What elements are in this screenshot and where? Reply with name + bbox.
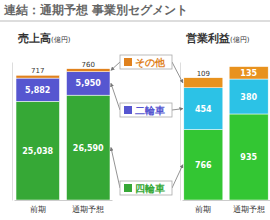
bar (184, 78, 223, 88)
legend-box (120, 103, 172, 117)
legend-label: 四輪車 (135, 183, 165, 194)
legend-swatch (124, 58, 132, 66)
legend-label: 二輪車 (135, 105, 165, 116)
legend-box (120, 181, 172, 195)
data-label: 135 (240, 69, 257, 78)
bar (184, 88, 223, 130)
data-label: 380 (240, 93, 257, 102)
bar (184, 130, 223, 200)
chart-unit: (億円) (51, 36, 71, 44)
bar (16, 78, 59, 101)
data-label: 109 (197, 70, 210, 78)
legend-arrow (172, 165, 183, 188)
legend-arrow (111, 148, 120, 188)
bar (67, 72, 110, 95)
bar (16, 75, 59, 78)
data-label: 454 (195, 105, 212, 114)
x-axis: 前期 通期予想 (183, 200, 270, 214)
x-tick-label: 通期予想 (72, 205, 104, 214)
data-label: 25,038 (22, 147, 53, 156)
x-tick: 通期予想 (72, 200, 104, 214)
bar (229, 79, 268, 114)
data-label: 935 (240, 153, 257, 162)
x-tick-label: 前期 (195, 205, 211, 214)
y-axis-line (180, 63, 181, 201)
legend-arrow (111, 83, 120, 110)
data-label: 5,882 (25, 86, 50, 95)
legend-box (120, 55, 172, 69)
title-rule (0, 21, 270, 22)
chart-root: 連結：通期予想 事業別セグメント売上高(億円)前期通期予想25,03826,59… (0, 0, 270, 220)
x-axis-line (15, 200, 113, 201)
x-axis-line (183, 200, 270, 201)
y-axis-line (12, 63, 13, 201)
legend: 四輪車二輪車その他 (111, 55, 183, 195)
bar (229, 114, 268, 200)
chart-title: 営業利益 (186, 32, 230, 45)
legend-label: その他 (135, 57, 166, 68)
bars (184, 67, 268, 200)
data-label: 26,590 (73, 144, 104, 153)
chart-title: 売上高 (18, 32, 51, 45)
bar (67, 95, 110, 200)
x-tick-label: 前期 (30, 205, 46, 214)
data-labels: 766 935 454 380 109 135 (195, 69, 257, 170)
y-axis (12, 63, 13, 201)
x-axis: 前期 通期予想 (15, 200, 113, 214)
x-tick: 通期予想 (233, 200, 265, 214)
page-title: 連結：通期予想 事業別セグメント (3, 3, 188, 17)
data-label: 5,950 (76, 79, 102, 88)
legend-arrow (111, 62, 120, 70)
bars (16, 69, 110, 200)
legend-arrow (172, 62, 183, 83)
legend-arrow (172, 109, 183, 110)
bar (67, 69, 110, 72)
bar (16, 101, 59, 200)
data-label: 766 (195, 161, 212, 170)
chart-title-group: 売上高(億円) (18, 32, 71, 45)
x-tick: 前期 (30, 200, 46, 214)
data-label: 760 (82, 61, 95, 69)
x-tick: 前期 (195, 200, 211, 214)
chart-unit: (億円) (230, 36, 250, 44)
y-axis (180, 63, 181, 201)
bar (229, 67, 268, 79)
legend-swatch (124, 106, 132, 114)
chart-title-group: 営業利益(億円) (186, 32, 250, 45)
x-tick-label: 通期予想 (233, 205, 265, 214)
legend-swatch (124, 184, 132, 192)
data-labels: 25,038 26,590 5,882 5,950 717 760 (22, 61, 104, 156)
data-label: 717 (31, 67, 44, 75)
